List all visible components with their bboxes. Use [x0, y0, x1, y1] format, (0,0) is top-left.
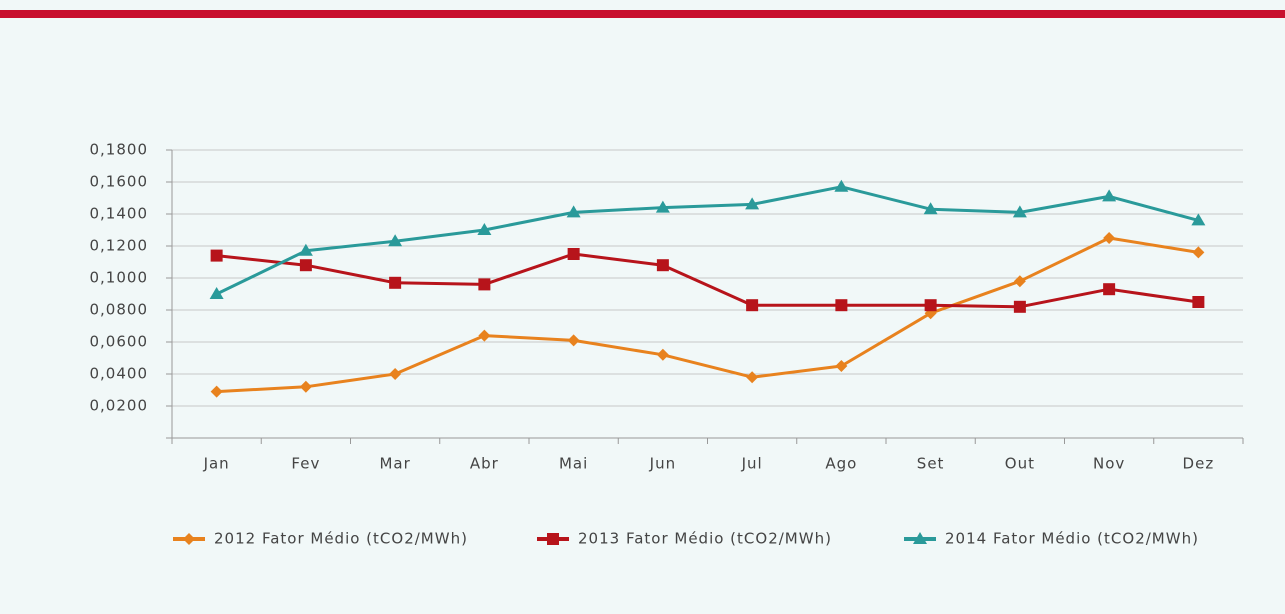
y-tick-label: 0,1200	[90, 237, 149, 255]
marker	[183, 533, 195, 545]
marker	[210, 385, 223, 398]
x-tick-label: Dez	[1183, 455, 1215, 473]
marker	[1191, 213, 1206, 226]
marker	[1192, 246, 1205, 259]
x-tick-label: Fev	[291, 455, 320, 473]
marker	[656, 348, 669, 361]
series-line	[216, 252, 1199, 309]
marker	[835, 360, 848, 372]
legend-label: 2013 Fator Médio (tCO2/MWh)	[578, 530, 832, 548]
marker	[834, 179, 849, 192]
legend-label: 2012 Fator Médio (tCO2/MWh)	[214, 530, 468, 548]
y-tick-label: 0,1800	[90, 141, 149, 159]
marker	[209, 287, 224, 299]
y-tick-label: 0,1000	[90, 269, 149, 287]
marker	[1102, 189, 1117, 202]
marker	[1012, 205, 1027, 218]
marker	[389, 368, 402, 380]
marker	[478, 329, 491, 342]
marker	[1013, 300, 1026, 313]
y-tick-label: 0,1400	[90, 205, 149, 223]
marker	[547, 533, 559, 545]
marker	[913, 532, 927, 544]
x-tick-label: Ago	[825, 455, 857, 473]
x-tick-label: Abr	[470, 455, 499, 473]
marker	[210, 249, 223, 262]
x-tick-label: Set	[917, 455, 945, 473]
marker	[389, 276, 402, 289]
y-tick-label: 0,0800	[90, 301, 149, 319]
y-tick-label: 0,0600	[90, 333, 149, 351]
x-tick-label: Nov	[1093, 455, 1125, 473]
series-line	[216, 236, 1199, 394]
marker	[655, 200, 670, 213]
y-tick-label: 0,1600	[90, 173, 149, 191]
marker	[1103, 283, 1116, 296]
marker	[656, 259, 669, 272]
x-tick-label: Out	[1005, 455, 1035, 473]
series-line	[215, 185, 1199, 296]
marker	[299, 380, 312, 393]
marker	[298, 243, 313, 256]
marker	[478, 278, 491, 291]
y-tick-label: 0,0200	[90, 397, 149, 415]
top-bar	[0, 10, 1285, 18]
y-tick-label: 0,0400	[90, 365, 149, 383]
x-tick-label: Mai	[559, 455, 588, 473]
x-tick-label: Mar	[379, 455, 410, 473]
marker	[923, 202, 938, 215]
marker	[745, 197, 760, 210]
marker	[566, 205, 581, 218]
legend-label: 2014 Fator Médio (tCO2/MWh)	[945, 530, 1199, 548]
marker	[746, 299, 759, 312]
marker	[1192, 296, 1205, 308]
x-tick-label: Jun	[649, 455, 676, 473]
x-tick-label: Jan	[203, 455, 230, 473]
x-tick-label: Jul	[741, 455, 763, 473]
marker	[477, 223, 492, 235]
marker	[567, 334, 580, 347]
marker	[1013, 275, 1026, 288]
marker	[924, 299, 937, 312]
marker	[299, 259, 312, 272]
marker	[567, 248, 580, 260]
marker	[746, 371, 759, 384]
marker	[1103, 232, 1116, 244]
marker	[388, 234, 403, 247]
marker	[835, 299, 848, 312]
